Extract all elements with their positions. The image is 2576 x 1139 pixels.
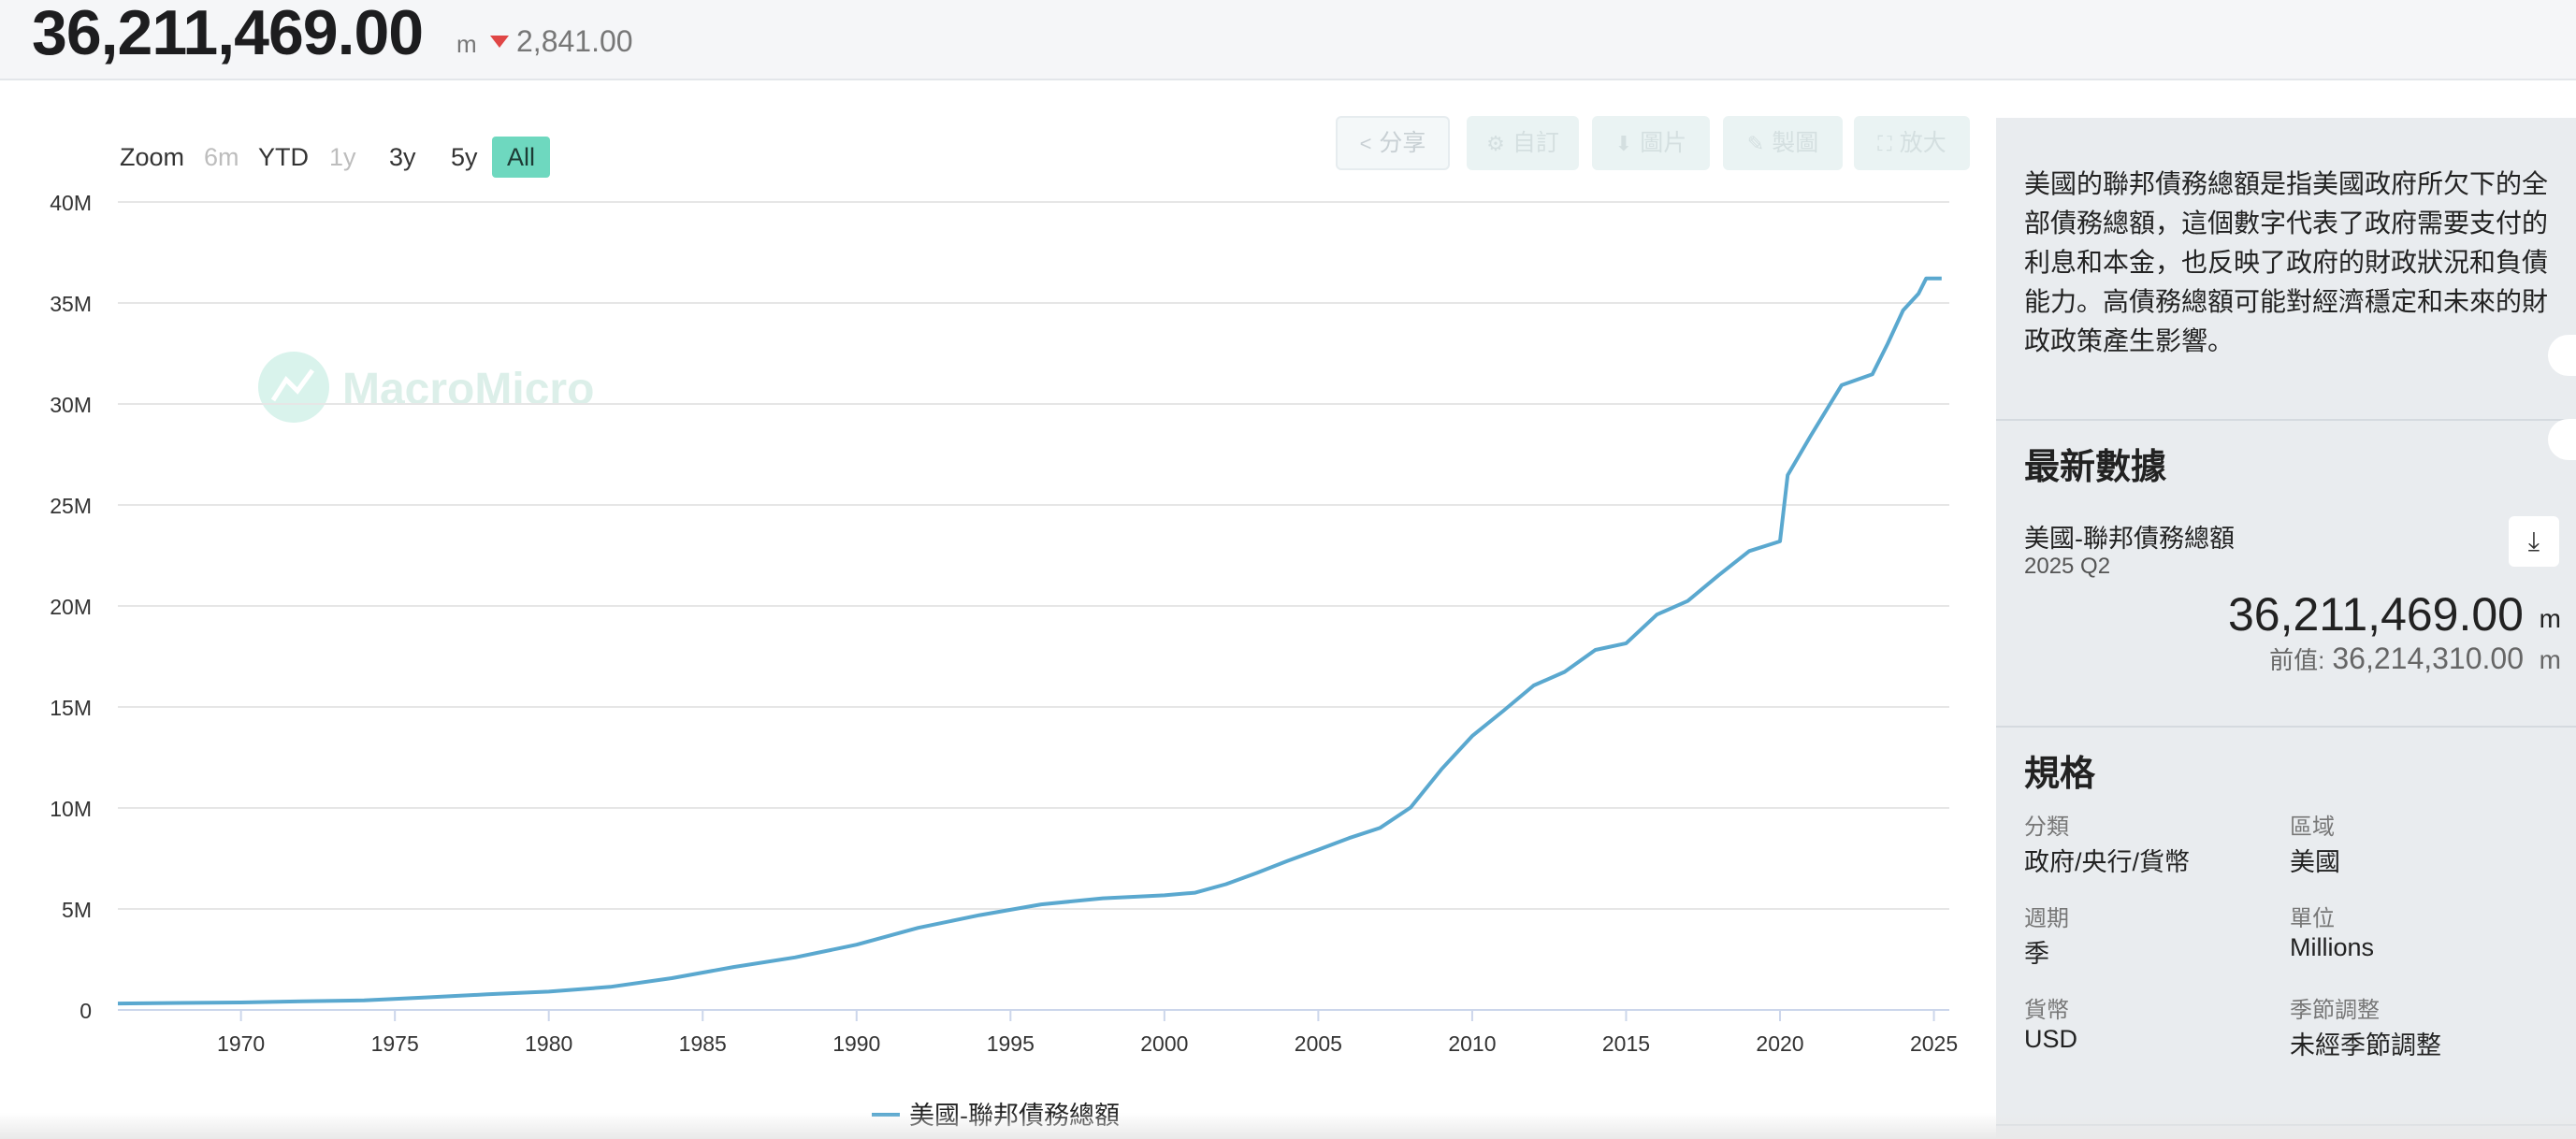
- x-tick-label: 2005: [1295, 1031, 1342, 1056]
- x-tick-label: 2000: [1140, 1031, 1188, 1056]
- range-ytd-button[interactable]: YTD: [258, 143, 309, 171]
- x-tick-label: 2010: [1448, 1031, 1496, 1056]
- pencil-icon: ✎: [1746, 132, 1765, 155]
- x-tick-label: 1995: [987, 1031, 1035, 1056]
- previous-unit: m: [2539, 645, 2561, 674]
- data-download-button[interactable]: ⤓: [2509, 516, 2559, 567]
- customize-button[interactable]: ⚙ 自訂: [1467, 116, 1579, 170]
- spec-value: 政府/央行/貨幣: [2024, 848, 2191, 876]
- y-tick-label: 15M: [50, 696, 92, 720]
- spec-label: 分類: [2024, 815, 2069, 840]
- share-button[interactable]: < 分享: [1336, 116, 1450, 170]
- headline-unit: m: [456, 30, 477, 58]
- watermark-text: MacroMicro: [342, 365, 594, 414]
- latest-value: 36,211,469.00: [2227, 588, 2524, 641]
- expand-icon: ⛶: [1877, 132, 1892, 155]
- x-tick-label: 1990: [832, 1031, 880, 1056]
- range-3y-button[interactable]: 3y: [389, 143, 416, 171]
- download-icon: ⬇: [1614, 132, 1633, 155]
- range-6m-button[interactable]: 6m: [204, 143, 239, 171]
- spec-value: 美國: [2290, 848, 2340, 876]
- download-icon: ⤓: [2527, 526, 2540, 555]
- zoom-label: Zoom: [120, 143, 185, 171]
- x-tick-label: 1985: [679, 1031, 727, 1056]
- y-tick-label: 5M: [62, 898, 92, 922]
- spec-title: 規格: [2024, 755, 2096, 794]
- range-all-button[interactable]: All: [492, 137, 551, 178]
- spec-label: 貨幣: [2024, 998, 2069, 1023]
- latest-data-title: 最新數據: [2024, 448, 2167, 487]
- y-tick-label: 0: [80, 999, 92, 1023]
- previous-label: 前值:: [2269, 646, 2325, 674]
- chart-panel: MacroMicro 0 5M 10M 15M 20M 25M 30M 35M 40M 1970 19…: [0, 80, 1996, 1139]
- latest-unit: m: [2539, 604, 2561, 633]
- expand-button[interactable]: ⛶ 放大: [1854, 116, 1970, 170]
- info-sidebar: 美國的聯邦債務總額是指美國政府所欠下的全部債務總額，這個數字代表了政府需要支付的…: [1996, 118, 2576, 1139]
- spec-value: USD: [2024, 1025, 2078, 1053]
- series-description: 美國的聯邦債務總額是指美國政府所欠下的全部債務總額，這個數字代表了政府需要支付的…: [2024, 169, 2549, 355]
- y-tick-label: 30M: [50, 393, 92, 417]
- watermark-logo: [258, 352, 329, 423]
- line-chart: MacroMicro 0 5M 10M 15M 20M 25M 30M 35M 40M 1970 19…: [50, 191, 1958, 1130]
- draw-button[interactable]: ✎ 製圖: [1723, 116, 1843, 170]
- header-bar: 36,211,469.00 m 2,841.00: [0, 0, 2576, 80]
- x-tick-label: 1970: [217, 1031, 265, 1056]
- spec-label: 區域: [2290, 815, 2335, 840]
- bottom-shadow: [0, 1113, 2576, 1139]
- spec-label: 季節調整: [2290, 998, 2380, 1023]
- range-5y-button[interactable]: 5y: [451, 143, 478, 171]
- latest-period: 2025 Q2: [2024, 554, 2111, 579]
- y-tick-label: 40M: [50, 191, 92, 215]
- spec-label: 週期: [2024, 906, 2069, 931]
- spec-label: 單位: [2290, 906, 2335, 931]
- divider: [1996, 726, 2576, 728]
- x-tick-label: 2020: [1756, 1031, 1803, 1056]
- down-triangle-icon: [490, 36, 509, 48]
- side-tab[interactable]: [2548, 335, 2576, 376]
- x-tick-label: 1980: [525, 1031, 572, 1056]
- range-1y-button[interactable]: 1y: [329, 143, 356, 171]
- headline-change: 2,841.00: [516, 24, 633, 58]
- image-download-button[interactable]: ⬇ 圖片: [1592, 116, 1710, 170]
- spec-value: 未經季節調整: [2290, 1031, 2441, 1060]
- headline-value: 36,211,469.00: [32, 0, 424, 68]
- spec-value: 季: [2024, 940, 2049, 968]
- x-tick-label: 2025: [1910, 1031, 1958, 1056]
- spec-value: Millions: [2290, 933, 2375, 961]
- y-tick-label: 10M: [50, 797, 92, 821]
- series-line: [117, 276, 1942, 1006]
- side-tab[interactable]: [2548, 419, 2576, 460]
- divider: [1996, 419, 2576, 421]
- x-tick-label: 1975: [371, 1031, 419, 1056]
- gear-icon: ⚙: [1486, 132, 1505, 155]
- latest-series-name: 美國-聯邦債務總額: [2024, 525, 2235, 553]
- y-tick-label: 35M: [50, 292, 92, 316]
- x-tick-label: 2015: [1602, 1031, 1650, 1056]
- previous-value: 36,214,310.00: [2332, 642, 2524, 675]
- y-tick-label: 25M: [50, 494, 92, 518]
- y-tick-label: 20M: [50, 595, 92, 619]
- share-icon: <: [1359, 132, 1372, 155]
- previous-value-row: 前值: 36,214,310.00: [2269, 642, 2524, 676]
